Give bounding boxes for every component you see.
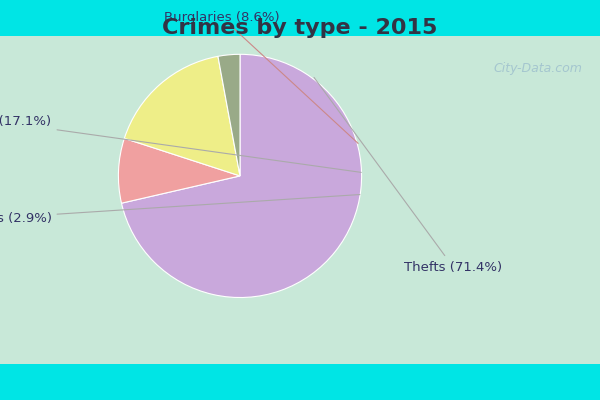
Text: Auto thefts (2.9%): Auto thefts (2.9%) (0, 194, 360, 225)
Text: Assaults (17.1%): Assaults (17.1%) (0, 115, 361, 172)
Text: Thefts (71.4%): Thefts (71.4%) (314, 78, 502, 274)
Wedge shape (118, 138, 240, 203)
Wedge shape (124, 56, 240, 176)
Text: Crimes by type - 2015: Crimes by type - 2015 (163, 18, 437, 38)
Text: Burglaries (8.6%): Burglaries (8.6%) (164, 11, 358, 143)
Text: City-Data.com: City-Data.com (493, 62, 582, 75)
Wedge shape (121, 54, 362, 298)
Wedge shape (218, 54, 240, 176)
